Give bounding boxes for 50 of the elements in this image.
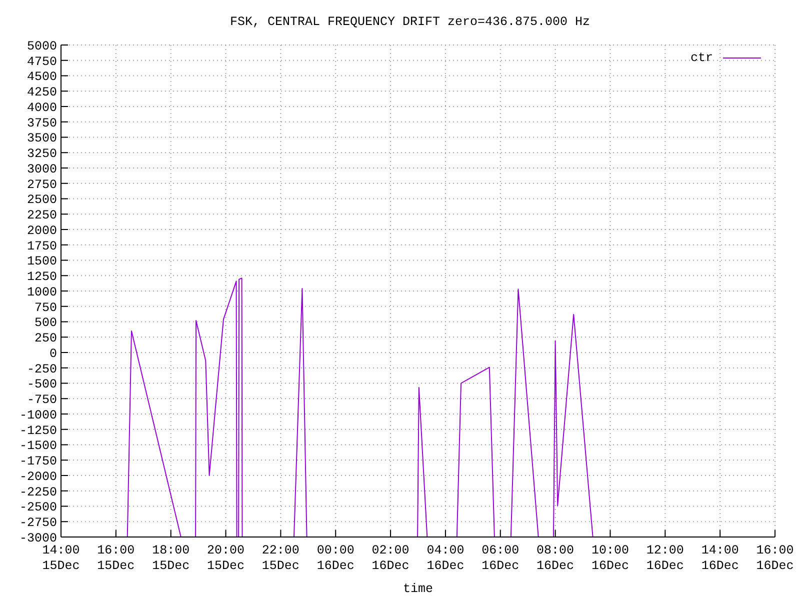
y-tick-label: 4250 <box>26 86 57 100</box>
y-tick-label: 1000 <box>26 285 57 300</box>
y-tick-label: 250 <box>34 332 57 346</box>
legend-label: ctr <box>690 51 713 65</box>
y-tick-label: 4500 <box>26 70 57 84</box>
y-tick-label: 3250 <box>26 147 57 162</box>
y-tick-label: 1750 <box>26 239 57 254</box>
y-tick-label: -1500 <box>19 439 57 454</box>
y-tick-label: 2250 <box>26 208 57 223</box>
y-tick-label: 2750 <box>26 178 57 192</box>
y-tick-label: -2250 <box>19 485 57 500</box>
y-tick-label: 4000 <box>26 100 57 115</box>
x-tick-label: 06:00 16Dec <box>482 543 520 573</box>
x-tick-label: 04:00 16Dec <box>426 543 464 573</box>
x-tick-label: 10:00 16Dec <box>591 543 629 573</box>
y-tick-label: 500 <box>34 316 57 330</box>
y-tick-label: -2750 <box>19 516 57 530</box>
y-tick-label: 3500 <box>26 132 57 146</box>
y-tick-label: -1250 <box>19 424 57 438</box>
y-tick-label: -3000 <box>19 531 57 546</box>
y-tick-label: 2000 <box>26 224 57 238</box>
x-tick-label: 18:00 15Dec <box>152 543 190 573</box>
y-tick-label: -500 <box>26 378 57 392</box>
x-tick-label: 12:00 16Dec <box>646 543 684 573</box>
y-tick-label: 0 <box>49 346 57 361</box>
y-tick-label: 4750 <box>26 54 57 69</box>
y-tick-label: 1250 <box>26 270 57 284</box>
y-tick-label: 1500 <box>26 254 57 269</box>
y-tick-label: -750 <box>26 393 57 408</box>
x-tick-label: 08:00 16Dec <box>536 543 574 573</box>
x-tick-label: 14:00 15Dec <box>42 543 80 573</box>
y-tick-label: 750 <box>34 300 57 315</box>
y-tick-label: 3000 <box>26 162 57 176</box>
y-tick-label: -2000 <box>19 470 57 484</box>
x-tick-label: 02:00 16Dec <box>372 543 410 573</box>
x-tick-label: 00:00 16Dec <box>316 543 354 573</box>
x-tick-label: 16:00 15Dec <box>97 543 135 573</box>
x-tick-label: 14:00 16Dec <box>701 543 739 573</box>
x-axis-title: time <box>402 582 434 596</box>
x-tick-label: 16:00 16Dec <box>756 543 794 573</box>
y-tick-label: 5000 <box>26 39 57 54</box>
y-tick-label: 2500 <box>26 193 57 208</box>
x-tick-label: 22:00 15Dec <box>262 543 300 573</box>
y-tick-label: -1750 <box>19 454 57 469</box>
y-tick-label: 3750 <box>26 116 57 130</box>
chart-title: FSK, CENTRAL FREQUENCY DRIFT zero=436.875.000 Hz <box>228 15 592 29</box>
y-tick-label: -1000 <box>19 408 57 422</box>
x-tick-label: 20:00 15Dec <box>207 543 245 573</box>
y-tick-label: -250 <box>26 362 57 376</box>
y-tick-label: -2500 <box>19 500 57 515</box>
